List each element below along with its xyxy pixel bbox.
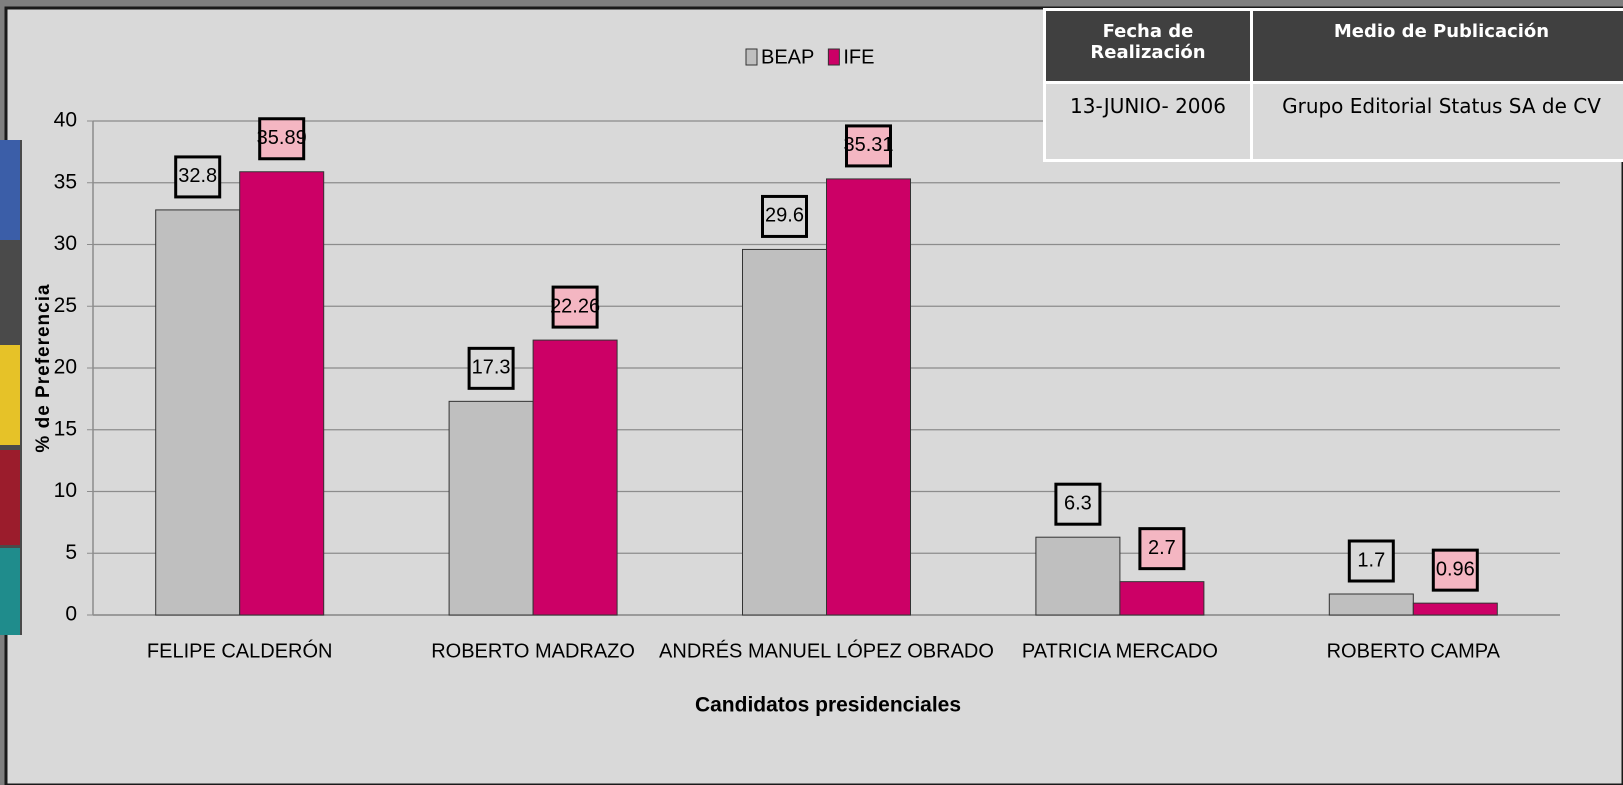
value-label: 32.8 [178, 165, 217, 187]
value-label-box [467, 346, 515, 390]
legend-swatch [827, 48, 840, 66]
y-tick-label: 20 [54, 356, 77, 379]
legend-label: IFE [843, 46, 874, 68]
y-axis-label: % de Preferencia [33, 283, 54, 452]
bar [448, 400, 534, 616]
bar [742, 248, 827, 616]
value-label: 29.6 [765, 205, 804, 227]
x-tick-label: ANDRÉS MANUEL LÓPEZ OBRADO [659, 639, 994, 662]
value-label: 2.7 [1148, 537, 1176, 559]
header-cell: Medio de Publicación [1250, 8, 1623, 84]
y-tick-label: 0 [65, 603, 77, 626]
y-tick-label: 5 [65, 541, 77, 564]
value-label-box [1138, 527, 1186, 571]
header-cell: Fecha de Realización [1043, 8, 1253, 84]
value-label-box [1431, 548, 1479, 592]
value-label: 35.89 [257, 127, 307, 149]
y-tick-label: 15 [54, 417, 77, 440]
photo [0, 450, 20, 545]
value-label-box [761, 194, 808, 238]
value-label-box [1347, 539, 1395, 583]
bar [826, 178, 911, 616]
value-label: 17.3 [472, 357, 511, 379]
bar [239, 171, 325, 616]
x-axis-label: Candidatos presidenciales [695, 694, 961, 717]
value-label: 35.31 [843, 134, 893, 156]
value-label: 22.26 [550, 295, 600, 317]
x-tick-label: FELIPE CALDERÓN [147, 639, 333, 662]
photo [0, 345, 20, 445]
bar [1328, 593, 1414, 616]
photo [0, 548, 20, 635]
info-table: Fecha de Realización Medio de Publicació… [1043, 8, 1623, 162]
bar [155, 209, 241, 616]
table-header: Fecha de Realización Medio de Publicació… [1043, 8, 1623, 84]
y-tick-label: 35 [54, 170, 77, 193]
value-label-box [174, 155, 222, 199]
x-tick-label: ROBERTO CAMPA [1327, 640, 1501, 662]
x-tick-label: PATRICIA MERCADO [1022, 640, 1218, 662]
table-row: 13-JUNIO- 2006 Grupo Editorial Status SA… [1043, 81, 1623, 162]
value-label: 0.96 [1436, 558, 1475, 580]
photo [0, 140, 20, 240]
legend-label: BEAP [761, 46, 814, 68]
y-tick-label: 25 [54, 294, 77, 317]
value-label-box [845, 124, 892, 168]
value-label-box [1054, 482, 1102, 526]
table-cell: Grupo Editorial Status SA de CV [1250, 81, 1623, 162]
bar [1412, 602, 1498, 616]
value-label: 1.7 [1357, 549, 1385, 571]
value-label: 6.3 [1064, 492, 1092, 514]
legend-swatch [745, 48, 758, 66]
value-label-box [551, 285, 599, 329]
table-cell: 13-JUNIO- 2006 [1043, 81, 1253, 162]
value-label-box [258, 117, 306, 161]
y-tick-label: 40 [54, 109, 77, 132]
y-tick-label: 30 [54, 232, 77, 255]
y-tick-label: 10 [54, 479, 77, 502]
bar [532, 339, 618, 616]
bar [1035, 536, 1121, 616]
x-tick-label: ROBERTO MADRAZO [431, 640, 635, 662]
bar [1119, 581, 1205, 616]
